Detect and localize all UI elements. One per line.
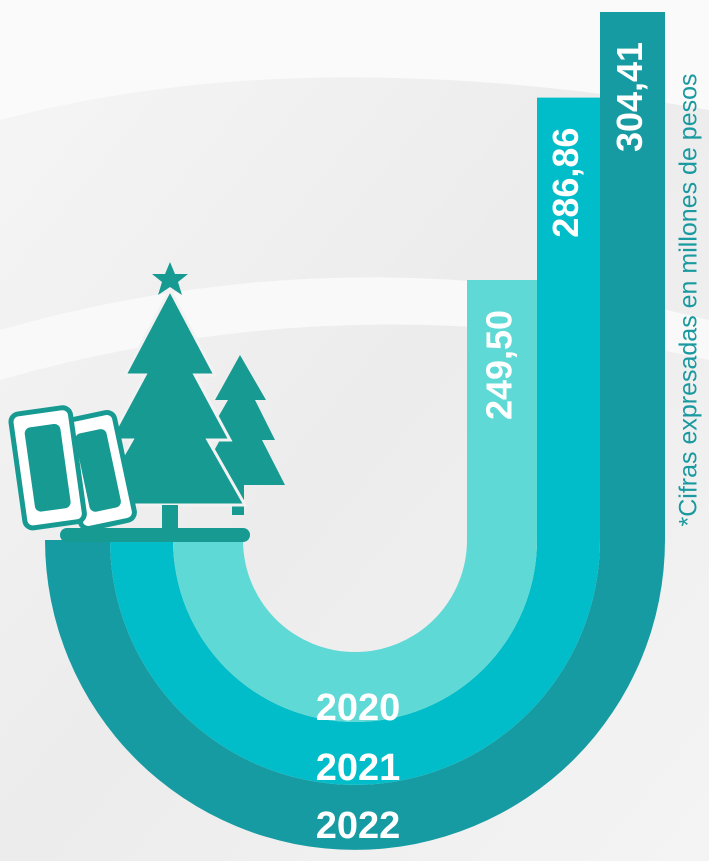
band [173,280,537,722]
ticket-inner [75,429,121,512]
tree-base [60,528,250,542]
bands [45,12,665,850]
band [45,12,665,850]
tree-small [195,355,285,485]
year-label: 2021 [316,747,401,789]
decoration [8,262,285,542]
ticket-inner [24,423,71,512]
note: *Cifras expresadas en millones de pesos [675,73,703,526]
tree-trunk [162,505,178,533]
tree-star [152,262,188,295]
value-label: 286,86 [545,128,586,238]
bg-swoosh [0,0,709,120]
band [110,97,600,785]
value-label: 249,50 [479,310,520,420]
value-label: 304,41 [609,42,650,152]
year-label: 2020 [316,687,401,729]
year-label: 2022 [316,805,401,847]
labels: 304,41 2022 286,86 2021 249,50 2020 [316,42,650,847]
